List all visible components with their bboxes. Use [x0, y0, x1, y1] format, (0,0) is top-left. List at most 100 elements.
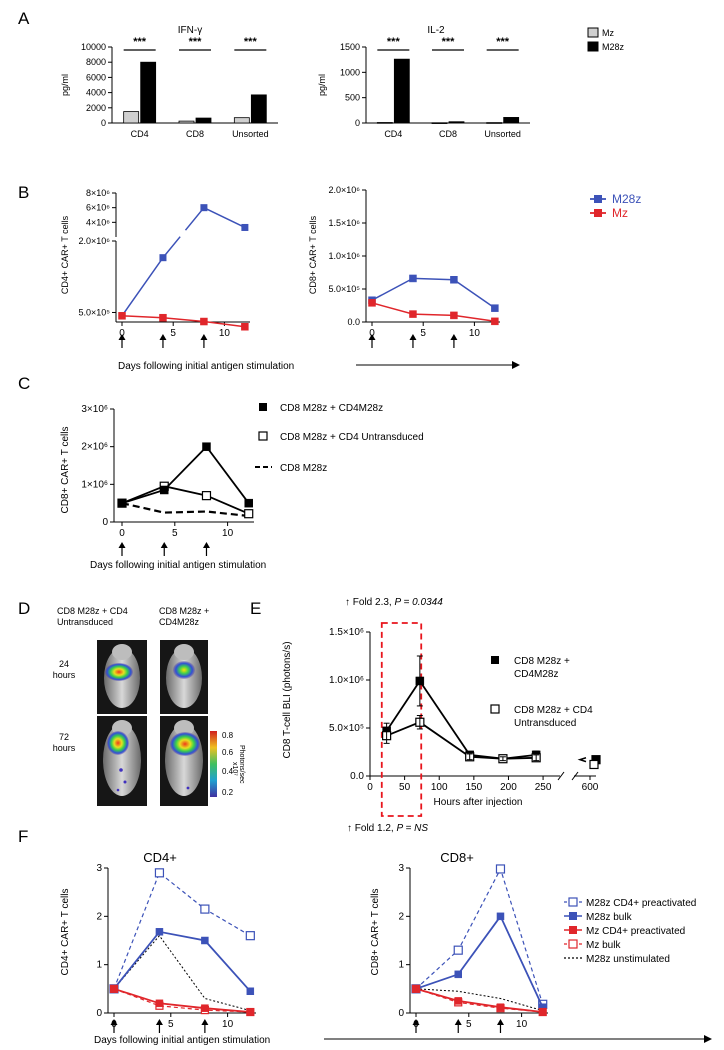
- f-cd4-m28z-preact-point: [154, 868, 165, 878]
- b-cd8-ytick-label: 2.0×10⁶: [329, 185, 361, 195]
- b-cd4-mz-point: [159, 313, 167, 322]
- b-cd8-m28z-point: [409, 274, 417, 283]
- f-cd8-stim-arrow-head: [412, 1019, 420, 1025]
- e-untransduced-point-600h: [589, 759, 599, 770]
- panel-label-a: A: [18, 9, 30, 28]
- legend-mz-swatch: [587, 27, 599, 38]
- ifng-bar-m28z: [250, 94, 267, 124]
- f-cd4-stim-arrow-head: [155, 1019, 163, 1025]
- f-cd4-ytick-label: 1: [96, 960, 102, 971]
- f-cd8-m28z-bulk-point: [496, 912, 505, 921]
- f-cd8-m28z-bulk-line: [415, 914, 544, 1008]
- f-cd4-mz-preact-point: [246, 1008, 255, 1016]
- e-xlabel: Hours after injection: [434, 797, 523, 808]
- ifng-bar-m28z: [195, 117, 212, 124]
- b-cd4-mz-point: [241, 323, 249, 331]
- e-annot-top: ↑ Fold 2.3, P = 0.0344: [345, 597, 443, 608]
- il2-bar-mz: [486, 122, 503, 124]
- ifng-ylabel: pg/ml: [60, 74, 70, 96]
- panel-label-c: C: [18, 374, 30, 393]
- c-untransduced-point: [201, 491, 212, 501]
- b-cd8-mz-line: [371, 302, 496, 323]
- f-cd8-ytick-label: 1: [398, 960, 404, 971]
- il2-bar-m28z: [393, 58, 410, 124]
- il2-bar-mz: [376, 122, 393, 124]
- panel-label-f: F: [18, 827, 28, 846]
- f-cd4-m28z-bulk-line: [113, 930, 251, 992]
- c-stim-arrow-head: [118, 542, 126, 548]
- scale-label-units: Photons/sec: [238, 745, 245, 784]
- ifng-title: IFN-γ: [178, 25, 202, 36]
- ifng-ytick-label: 0: [101, 118, 106, 128]
- bli-color-scale: [210, 731, 217, 797]
- il2-ytick-label: 1500: [340, 42, 360, 52]
- il2-bar-m28z: [448, 121, 465, 124]
- ifng-significance: ***: [133, 36, 147, 48]
- f-right-ylabel: CD8+ CAR+ T cells: [370, 889, 381, 976]
- d-row1-unit: hours: [53, 670, 76, 680]
- e-xtick-label: 200: [500, 782, 517, 793]
- legend-c1-marker: [259, 403, 267, 411]
- legend-f2-text: M28z bulk: [586, 912, 633, 923]
- il2-category-label: CD4: [384, 129, 402, 139]
- b-cd4-ytick-label: 6×10⁶: [86, 203, 110, 213]
- il2-chart: 0 500 1000 1500 CD4 *** CD8 *** Unsorted ***: [340, 36, 530, 139]
- b-cd8-ytick-label: 1.5×10⁶: [329, 218, 361, 228]
- c-cd4m28z-point: [159, 485, 169, 495]
- e-annot-bottom: ↑ Fold 1.2, P = NS: [347, 823, 428, 834]
- f-right-title: CD8+: [440, 850, 474, 865]
- f-cd8-xtick-label: 10: [516, 1019, 528, 1030]
- b-cd8-stim-arrow-head: [368, 334, 376, 340]
- c-xtick-label: 0: [119, 528, 125, 539]
- b-cd8-stim-arrow-head: [409, 334, 417, 340]
- c-cd4m28z-line: [121, 445, 250, 505]
- e-xtick-label: 0: [367, 782, 373, 793]
- ifng-category-label: Unsorted: [232, 129, 269, 139]
- legend-c2-marker: [258, 431, 268, 441]
- b-cd4-xtick-label: 5: [170, 328, 176, 339]
- f-cd8-ytick-label: 3: [398, 863, 404, 874]
- e-continuation-mark: [577, 757, 587, 763]
- b-cd4-stim-arrow-head: [118, 334, 126, 340]
- c-stim-arrow-head: [160, 542, 168, 548]
- il2-ytick-label: 500: [345, 93, 360, 103]
- legend-mz-marker: [594, 209, 602, 217]
- f-cd8-mz-preact-point: [538, 1008, 547, 1016]
- il2-category-label: CD8: [439, 129, 457, 139]
- b-cd8-m28z-point: [491, 304, 499, 312]
- bli-image-untransduced-24h: [97, 640, 147, 714]
- b-cd4-m28z-line-b: [184, 206, 246, 231]
- ifng-category-label: CD8: [186, 129, 204, 139]
- panel-f: CD4+ CD8+ CD4+ CAR+ T cells CD8+ CAR+ T …: [60, 850, 712, 1046]
- b-long-arrowhead: [512, 361, 520, 369]
- legend-c1-text: CD8 M28z + CD4M28z: [280, 403, 383, 414]
- c-cd4m28z-point: [202, 442, 211, 451]
- ifng-bar-mz: [233, 117, 250, 124]
- scale-tick-04: 0.4: [222, 767, 234, 776]
- bli-image-cd4m28z-72h: [160, 716, 208, 806]
- f-cd4-mz-bulk-line: [113, 988, 251, 1013]
- f-cd4-m28z-unstim-line: [113, 934, 251, 1012]
- il2-ytick-label: 1000: [340, 67, 360, 77]
- c-chart: 0 1×10⁶ 2×10⁶ 3×10⁶ 0 5 10: [81, 404, 254, 556]
- d-row2-unit: hours: [53, 743, 76, 753]
- e-xtick-label: 150: [466, 782, 483, 793]
- f-xlabel: Days following initial antigen stimulati…: [94, 1035, 270, 1046]
- f-cd8-chart: 01230510: [398, 863, 548, 1033]
- f-cd4-mz-preact-line: [113, 987, 251, 1013]
- il2-category-label: Unsorted: [484, 129, 521, 139]
- e-chart: 0.0 5.0×10⁵ 1.0×10⁶ 1.5×10⁶ 0 50 100 150 200 250 6…: [329, 622, 601, 817]
- e-axis-break: [557, 771, 565, 781]
- ifng-significance: ***: [189, 36, 203, 48]
- f-cd8-m28z-preact-point: [495, 864, 506, 874]
- b-cd4-mz-point: [118, 312, 126, 320]
- legend-e2-line2: Untransduced: [514, 718, 576, 729]
- scale-tick-08: 0.8: [222, 731, 234, 740]
- f-left-title: CD4+: [143, 850, 177, 865]
- e-ytick-label: 5.0×10⁵: [329, 723, 364, 734]
- b-cd4-m28z-point: [159, 254, 167, 262]
- b-cd8-m28z-point: [450, 276, 458, 284]
- b-cd4-ytick-label: 2.0×10⁶: [79, 236, 111, 246]
- f-cd4-m28z-bulk-point: [155, 928, 164, 936]
- b-cd4-xtick-label: 0: [119, 328, 125, 339]
